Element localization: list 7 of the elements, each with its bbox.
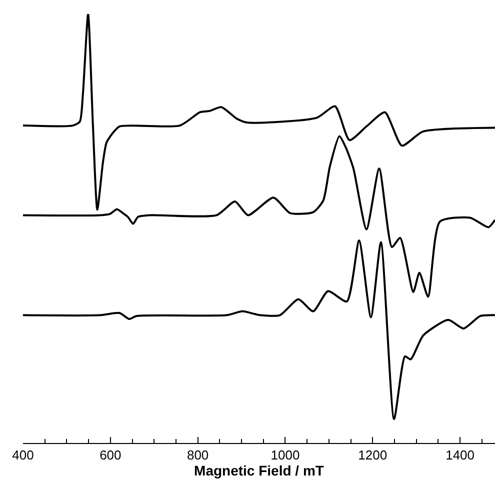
x-tick-label: 1400	[446, 448, 474, 463]
x-tick-label: 1200	[358, 448, 388, 463]
x-axis-title: Magnetic Field / mT	[194, 462, 324, 479]
x-tick-label: 1000	[270, 448, 300, 463]
x-tick-label: 600	[100, 448, 122, 463]
x-tick-label: 400	[12, 448, 34, 463]
x-tick-label: 800	[186, 448, 209, 463]
